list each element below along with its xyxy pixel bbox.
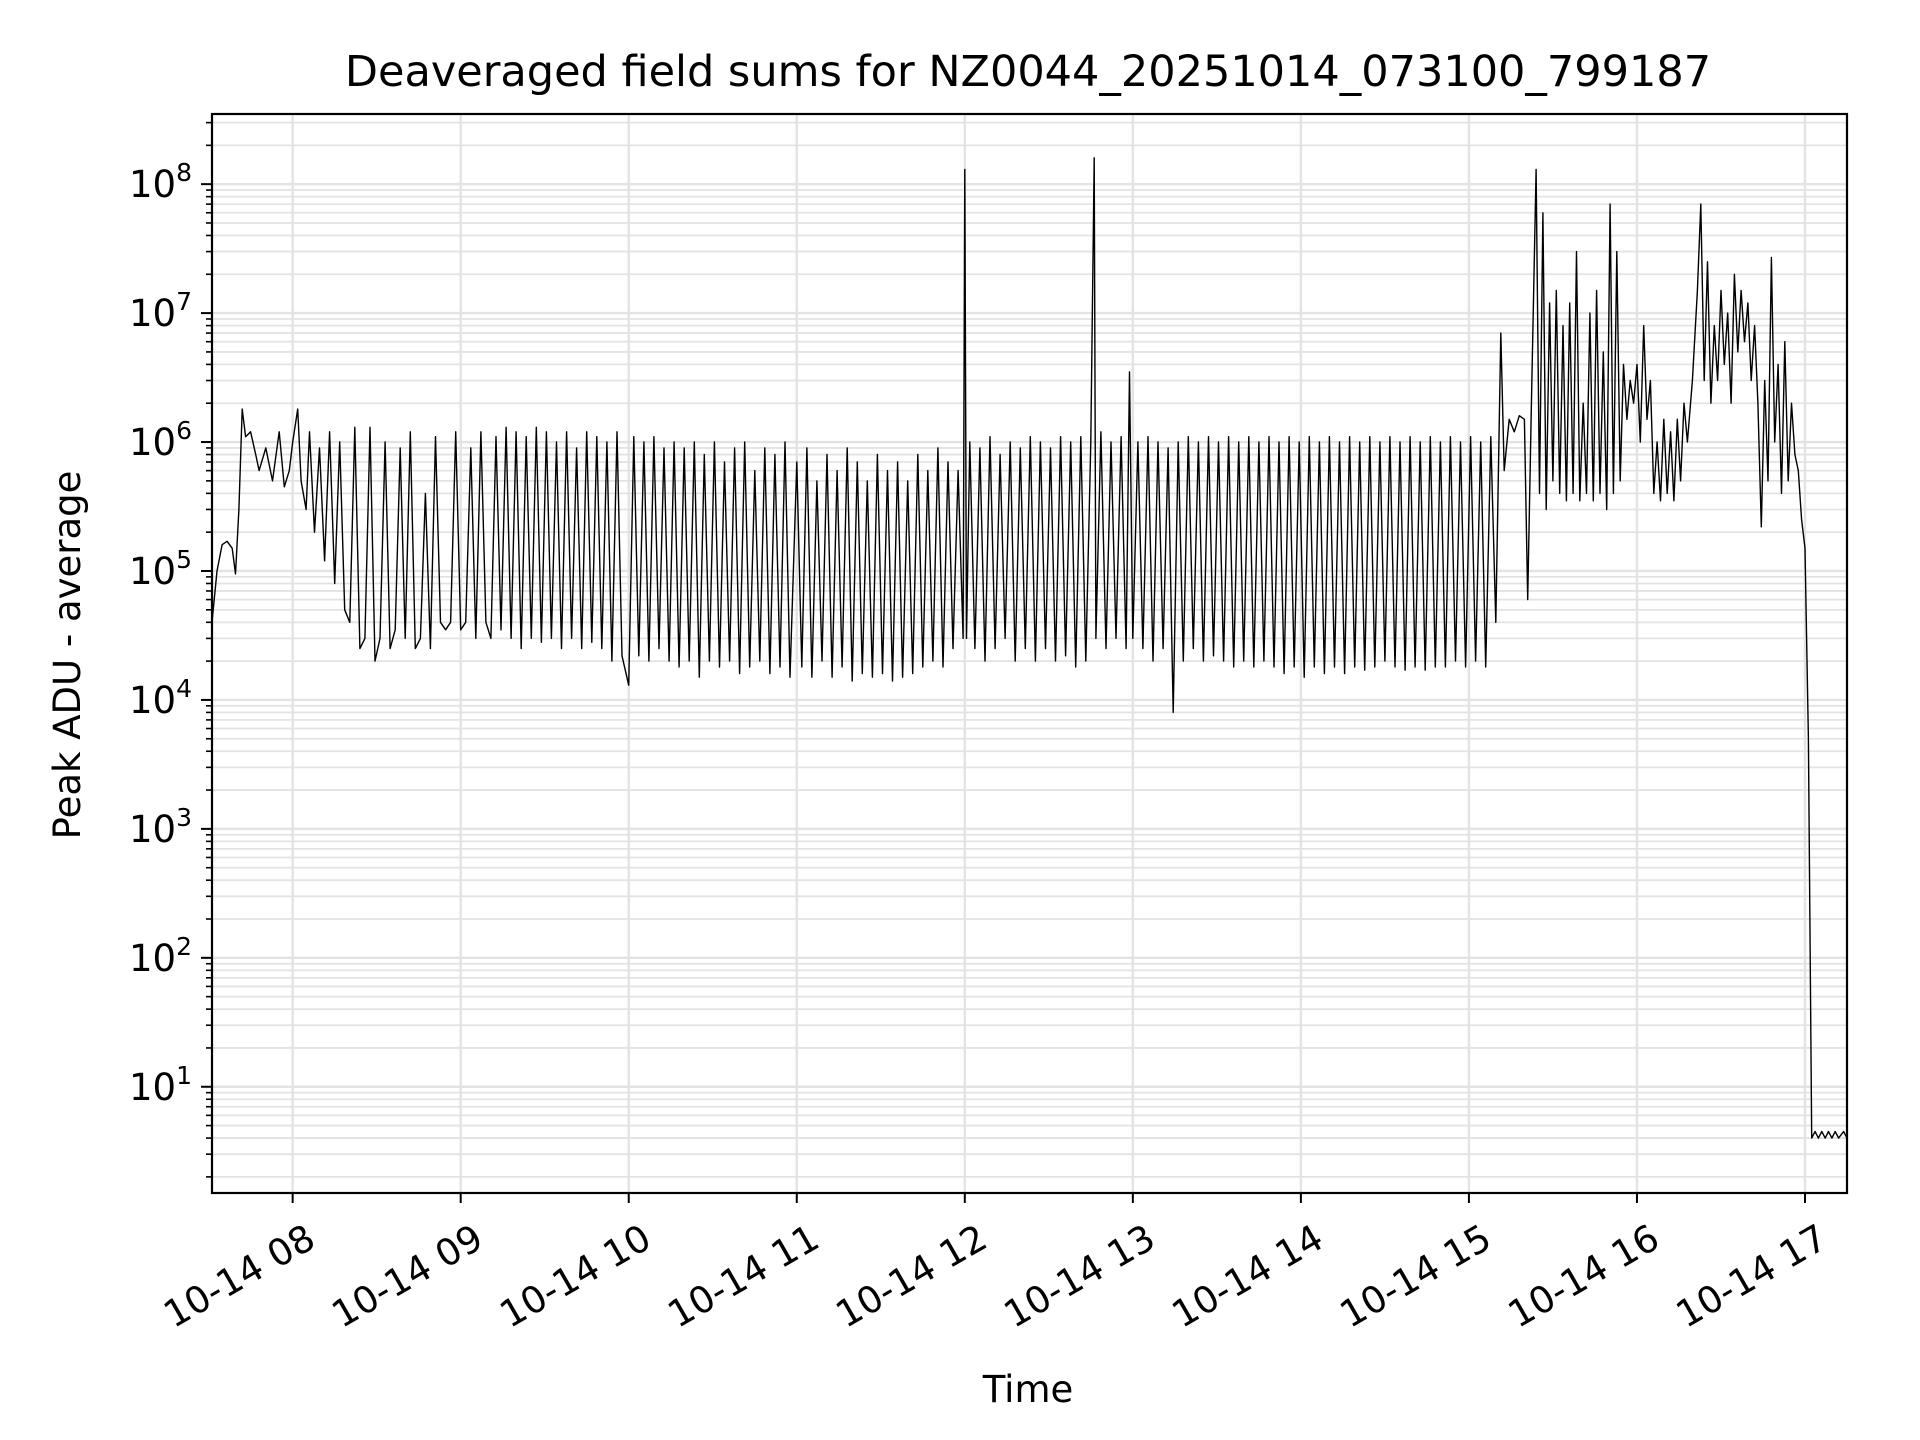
y-tick-label: 104 [129, 674, 192, 722]
y-axis-label: Peak ADU - average [46, 471, 89, 840]
y-tick-label: 107 [129, 287, 192, 335]
series [211, 157, 1848, 1139]
y-tick-label: 101 [129, 1061, 192, 1109]
series-line [211, 157, 1848, 1139]
y-tick-label: 106 [129, 416, 192, 464]
y-tick-label: 102 [129, 932, 192, 980]
y-tick-label: 103 [129, 803, 192, 851]
y-tick-label: 105 [129, 545, 192, 593]
y-tick-label: 108 [129, 158, 192, 206]
plot-frame [210, 112, 1849, 1195]
y-axis: 101 102 103 104 105 106 107 108 [129, 121, 212, 1178]
x-axis-label: Time [982, 1368, 1074, 1411]
chart-title: Deaveraged field sums for NZ0044_2025101… [345, 47, 1711, 97]
